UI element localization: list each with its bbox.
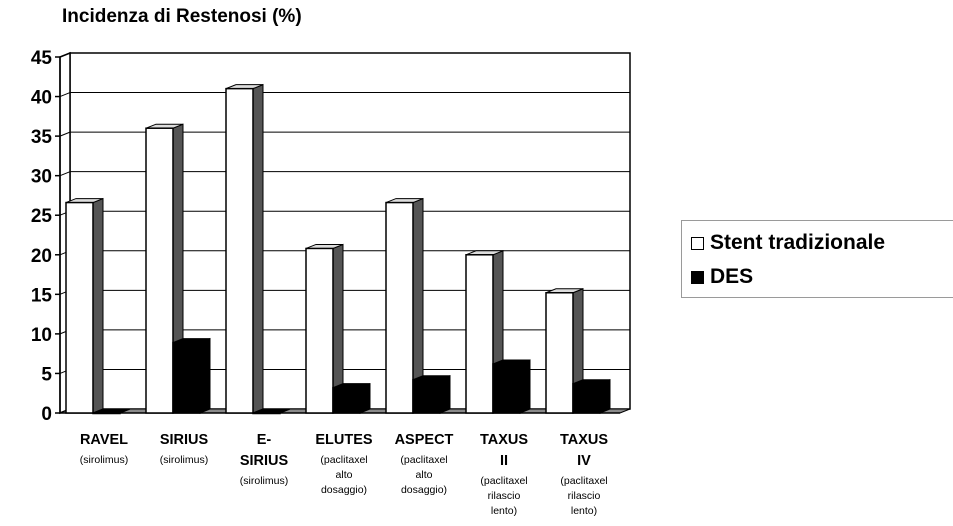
x-category-label: RAVEL [80,432,128,448]
bar-side [252,83,264,414]
y-tick-label: 45 [31,48,53,69]
bar-front [172,341,201,414]
bar-front [465,254,494,414]
bar-side [92,197,104,414]
bar-front [145,127,174,414]
bar-front [332,386,361,414]
bar-side [519,359,531,414]
x-category-label: ELUTES [315,432,373,448]
legend-swatch-black [691,270,704,284]
y-tick-label: 30 [31,167,52,188]
gridline-side [59,131,71,137]
bar-front [252,412,281,415]
bar-stent-tradizionale [65,197,104,414]
legend-label: DES [710,265,754,288]
x-category-label: SIRIUS [160,432,209,448]
y-tick-label: 35 [31,127,53,148]
y-tick-label: 10 [31,325,52,346]
y-tick-label: 25 [31,206,53,227]
bar-front [545,292,574,414]
x-category-sublabel: lento) [491,505,517,517]
x-category-sublabel: (paclitaxel [480,475,527,487]
y-tick-label: 15 [31,285,53,306]
legend-swatch-white [691,236,704,250]
bar-des [492,359,531,414]
bar-des [572,378,611,414]
chart-title: Incidenza di Restenosi (%) [62,6,302,27]
bar-side [199,337,211,414]
x-category-sublabel: (paclitaxel [400,454,447,466]
x-category-sublabel: lento) [571,505,597,517]
bar-front [65,201,94,414]
x-category-sublabel: alto [416,469,433,481]
x-category-label: E- [257,432,272,448]
bar-des [412,375,451,414]
bar-front [92,412,121,415]
x-category-sublabel: (sirolimus) [160,454,208,466]
bar-front [305,247,334,414]
x-category-label: TAXUS [560,432,608,448]
x-category-sublabel: alto [336,469,353,481]
bar-front [225,87,254,414]
gridline-side [59,171,71,177]
x-category-sublabel: (paclitaxel [560,475,607,487]
x-category-sublabel: rilascio [568,490,601,502]
gridline-side [59,52,71,58]
labels-layer: 0 5 10 15 20 25 30 35 40 45 RAVEL (sirolimus) SIRIUS… [31,48,608,517]
y-tick-label: 20 [31,246,52,267]
bar-front [492,363,521,414]
bar-side [359,382,371,414]
x-category-label: ASPECT [395,432,454,448]
bar-des [332,382,371,414]
bar-front [412,379,441,414]
x-category-sublabel: dosaggio) [321,484,367,496]
bar-side [439,375,451,414]
x-category-sublabel: dosaggio) [401,484,447,496]
legend-item-des: DES [691,265,753,289]
x-category-label: TAXUS [480,432,528,448]
legend-label: Stent tradizionale [710,231,886,254]
y-tick-label: 0 [41,404,52,425]
x-category-sublabel: (sirolimus) [80,454,128,466]
x-category-sublabel: rilascio [488,490,521,502]
y-tick-label: 5 [41,364,52,385]
bar-stent-tradizionale [385,197,424,414]
bar-des [92,408,131,415]
legend: Stent tradizionale DES [681,220,953,298]
gridline-side [59,92,71,98]
bars-layer [65,83,611,415]
legend-item-stent-tradizionale: Stent tradizionale [691,231,885,255]
bar-front [572,382,601,414]
bar-des [172,337,211,414]
bar-front [385,201,414,414]
x-category-label: SIRIUS [240,453,289,469]
y-tick-label: 40 [31,88,52,109]
x-category-label: II [500,453,508,469]
bar-side [599,378,611,414]
x-category-sublabel: (paclitaxel [320,454,367,466]
x-category-label: IV [577,453,591,469]
x-category-sublabel: (sirolimus) [240,475,288,487]
bar-stent-tradizionale [225,83,264,414]
bar-des [252,408,291,415]
